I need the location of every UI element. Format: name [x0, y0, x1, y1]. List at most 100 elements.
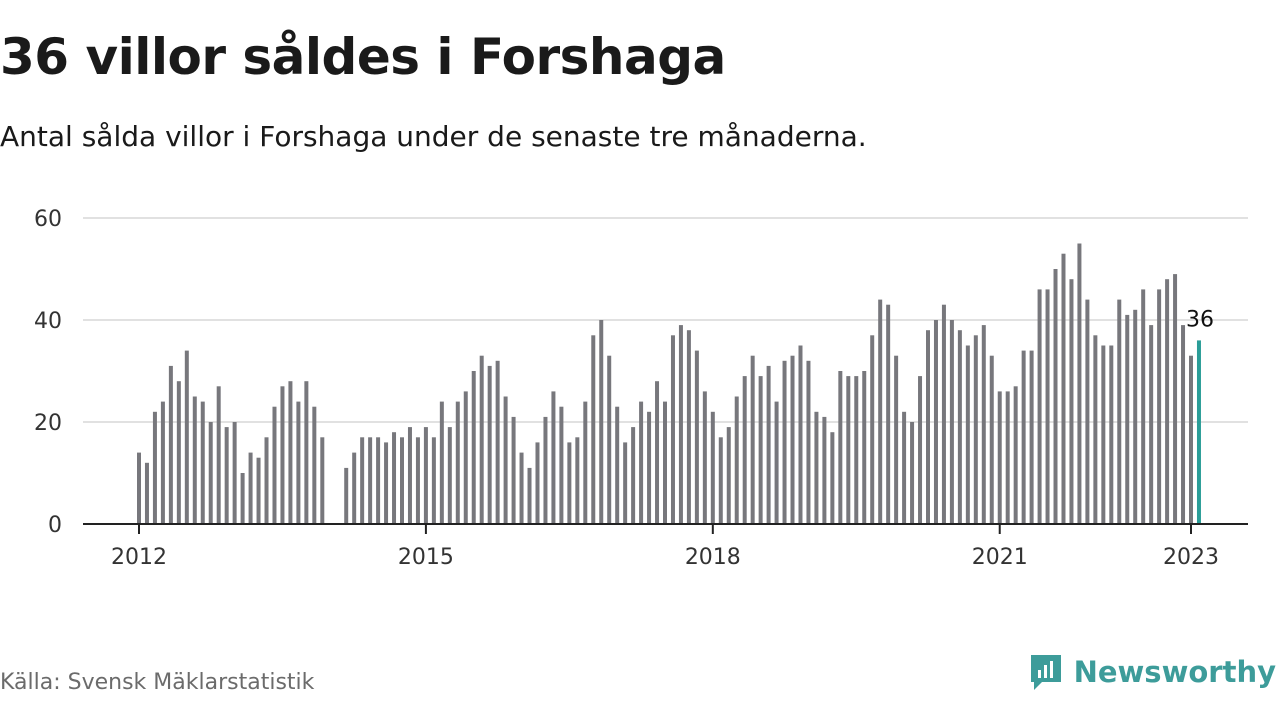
bar — [798, 345, 803, 524]
bar — [479, 355, 484, 524]
bar — [830, 432, 835, 524]
bar — [551, 391, 556, 524]
bar — [392, 432, 397, 524]
bar — [1141, 289, 1146, 524]
bars — [137, 243, 1201, 524]
bar — [814, 411, 819, 524]
bar — [1189, 355, 1193, 524]
bar — [224, 427, 229, 524]
bar-chart: 0 20 40 60 36 2012 2015 2018 2021 2023 — [34, 207, 1248, 570]
bar — [694, 350, 699, 524]
bar — [160, 401, 165, 524]
bar — [623, 442, 628, 524]
bar — [1021, 350, 1026, 524]
source-note: Källa: Svensk Mäklarstatistik — [0, 670, 315, 695]
bar — [1173, 274, 1178, 524]
bar — [678, 325, 683, 524]
bar — [431, 437, 436, 524]
bar — [1061, 253, 1066, 524]
x-tick-label: 2018 — [685, 545, 741, 570]
bar — [591, 335, 596, 524]
bar — [710, 411, 715, 524]
bar — [926, 330, 930, 524]
bar — [256, 457, 261, 524]
bar — [360, 437, 365, 524]
bar — [822, 416, 827, 524]
bar — [368, 437, 373, 524]
bar — [702, 391, 707, 524]
bar — [726, 427, 731, 524]
highlight-value-label: 36 — [1186, 307, 1214, 332]
x-tick-label: 2012 — [111, 545, 167, 570]
bar — [949, 320, 954, 524]
bar — [503, 396, 508, 524]
x-tick-label: 2015 — [398, 545, 454, 570]
x-tick-label: 2021 — [972, 545, 1028, 570]
bar — [886, 304, 891, 524]
bar — [1029, 350, 1034, 524]
bar — [312, 406, 317, 524]
bar — [1149, 325, 1154, 524]
bar — [304, 381, 309, 524]
bar — [232, 422, 237, 524]
bar — [535, 442, 540, 524]
bar — [965, 345, 970, 524]
bar — [296, 401, 301, 524]
bar — [599, 320, 604, 524]
bar — [918, 376, 923, 524]
bar — [543, 416, 548, 524]
bar — [742, 376, 747, 524]
bar — [511, 416, 516, 524]
bar — [870, 335, 875, 524]
bar — [192, 396, 197, 524]
bar — [559, 406, 564, 524]
bar — [352, 452, 357, 524]
bar — [1053, 269, 1058, 524]
bar — [1005, 391, 1010, 524]
bar — [997, 391, 1002, 524]
bar — [910, 422, 915, 524]
bar — [200, 401, 205, 524]
bar — [264, 437, 269, 524]
bar — [957, 330, 962, 524]
bar — [1157, 289, 1162, 524]
bar — [1013, 386, 1018, 524]
bar — [846, 376, 851, 524]
bar — [1045, 289, 1050, 524]
bar — [631, 427, 636, 524]
bar — [280, 386, 285, 524]
bar — [790, 355, 795, 524]
y-tick-label: 40 — [34, 309, 62, 334]
brand-name: Newsworthy — [1073, 655, 1276, 689]
bar — [670, 335, 675, 524]
bar — [1077, 243, 1082, 524]
bar — [766, 365, 771, 524]
bar — [973, 335, 978, 524]
bar — [639, 401, 644, 524]
bar — [878, 299, 883, 524]
bar — [806, 360, 811, 524]
y-tick-label: 60 — [34, 207, 62, 232]
bar — [718, 437, 723, 524]
bar — [519, 452, 524, 524]
bar — [471, 371, 476, 524]
bar — [455, 401, 460, 524]
bar — [615, 406, 620, 524]
bar — [527, 467, 532, 524]
bar — [894, 355, 899, 524]
newsworthy-logo: Newsworthy — [1028, 652, 1276, 692]
bar — [607, 355, 612, 524]
bar — [862, 371, 867, 524]
bar — [902, 411, 907, 524]
bar — [407, 427, 412, 524]
bar — [376, 437, 381, 524]
bar — [288, 381, 293, 524]
bar — [1181, 325, 1186, 524]
bar — [320, 437, 325, 524]
bar — [400, 437, 404, 524]
bar — [575, 437, 580, 524]
bar — [137, 452, 141, 524]
bar — [144, 462, 149, 524]
bar — [439, 401, 444, 524]
bar — [647, 411, 652, 524]
